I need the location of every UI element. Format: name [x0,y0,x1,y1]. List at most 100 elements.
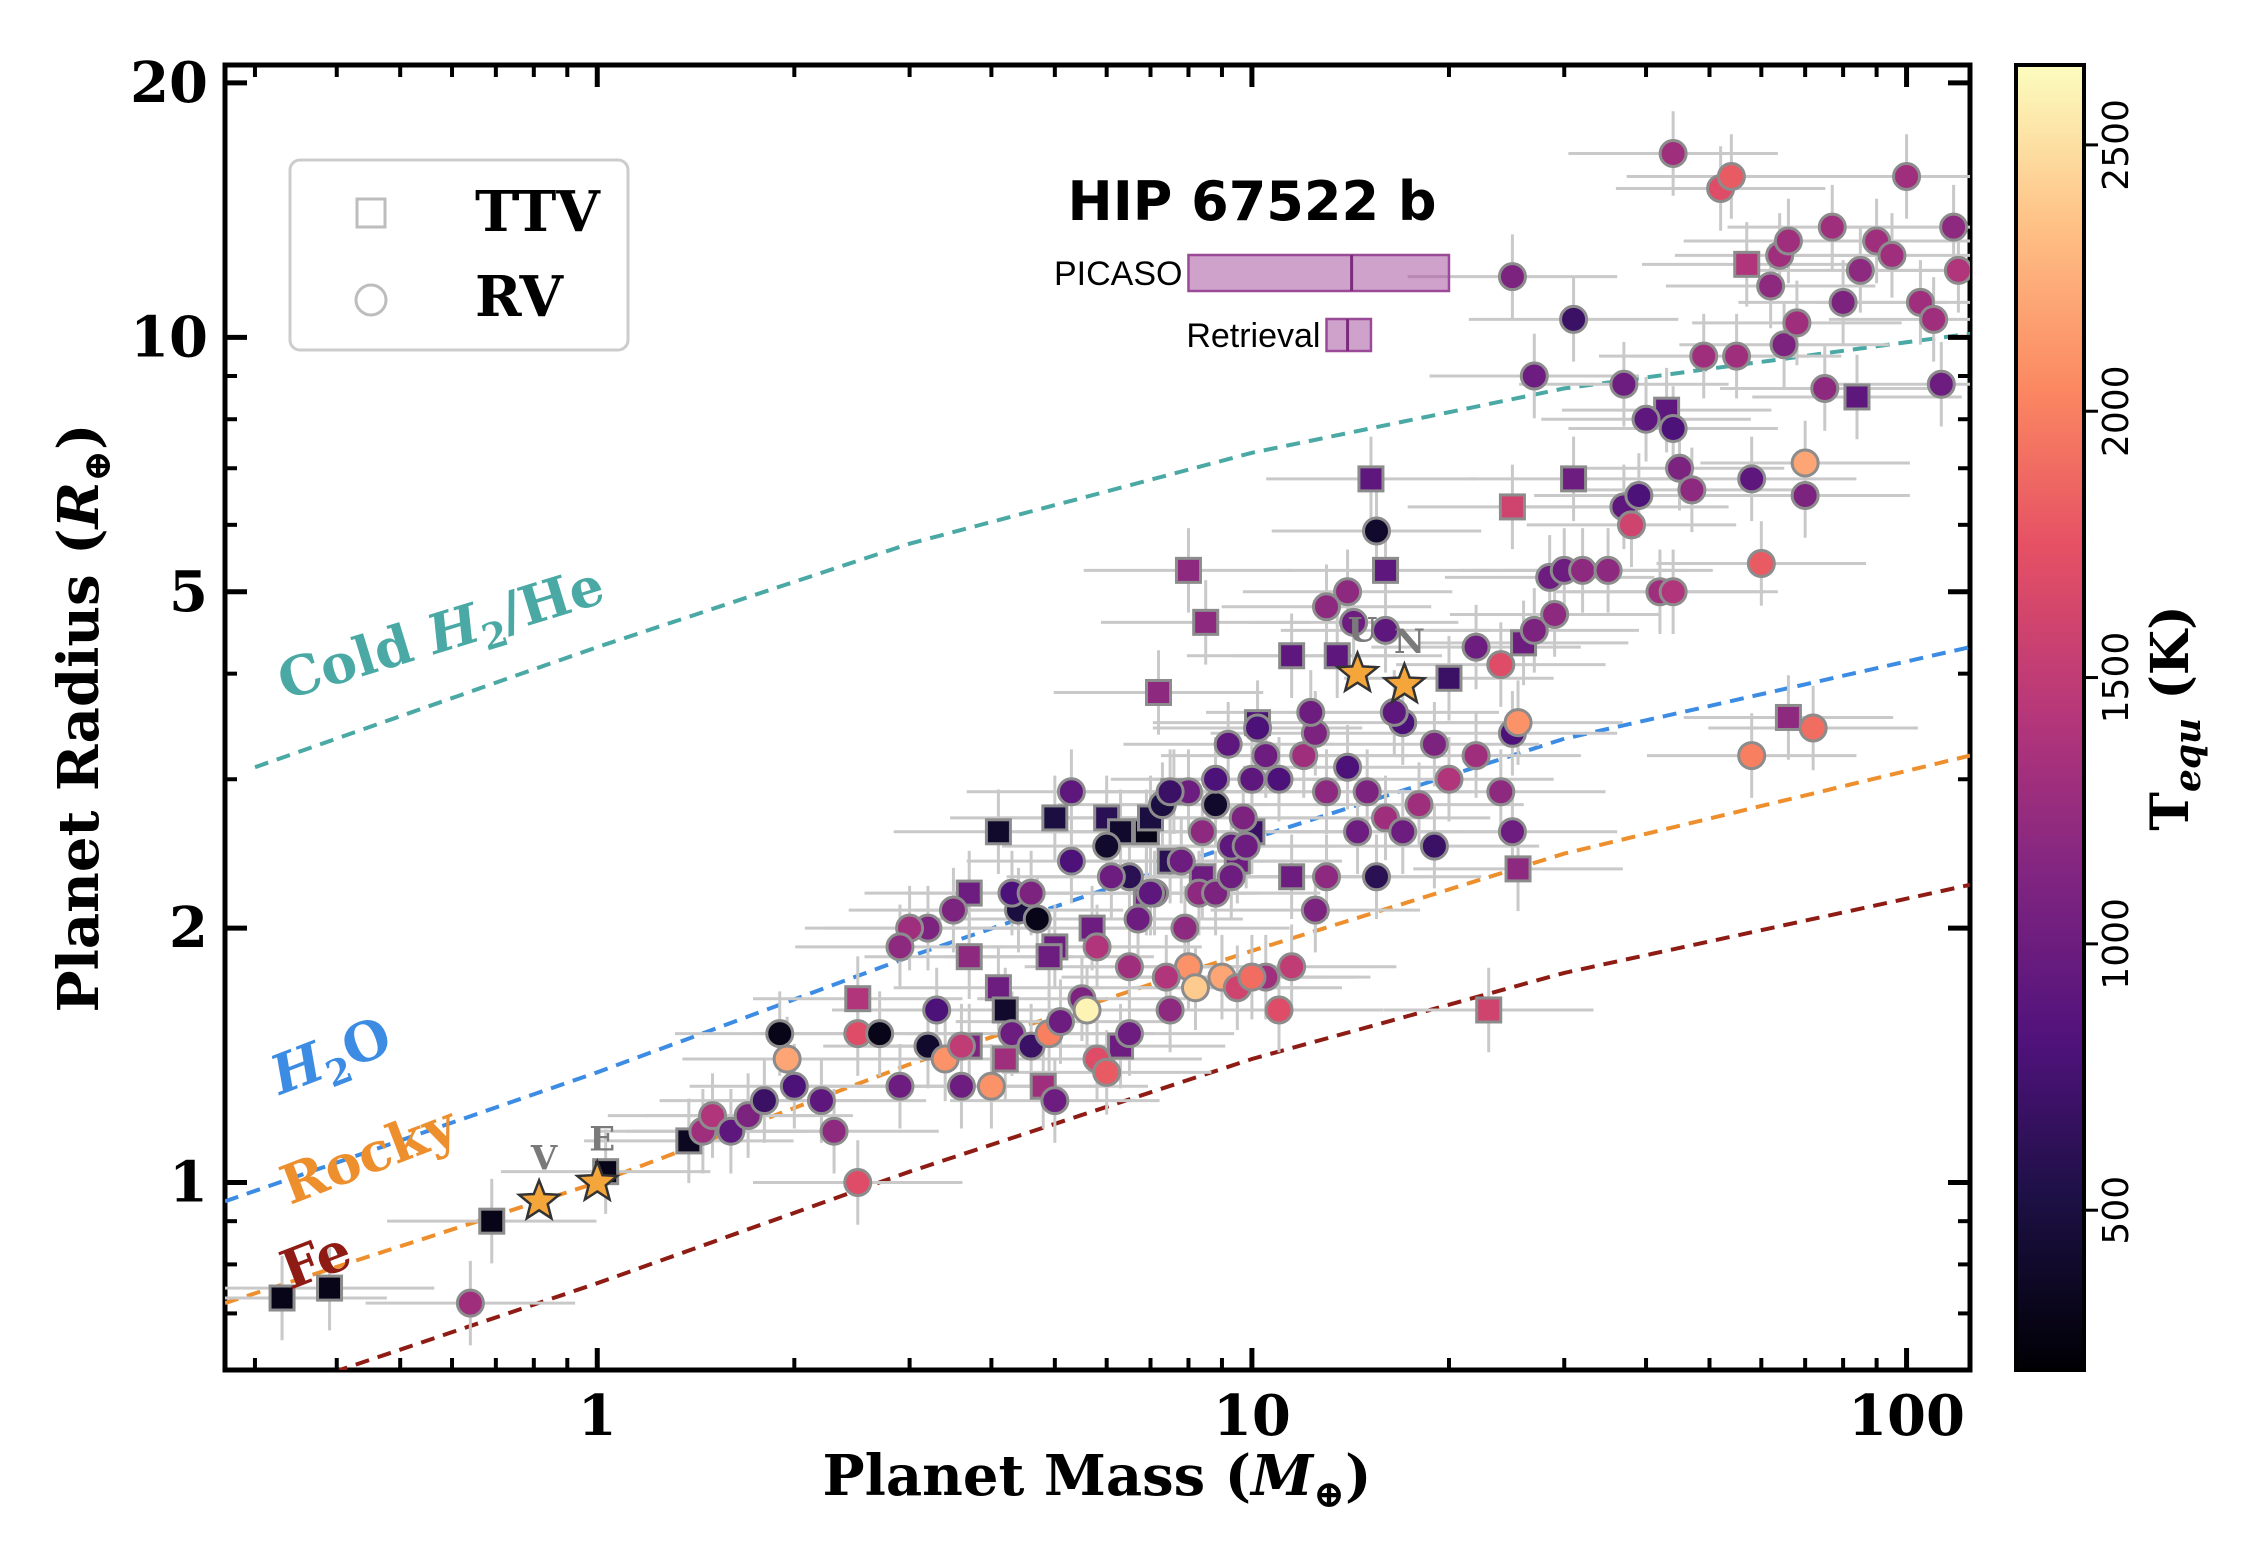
rv-point [1114,952,1144,982]
rv-point [1312,592,1342,622]
legend-rv-marker [354,283,388,317]
rv-point [1352,777,1382,807]
solar-planet-star [574,1158,621,1203]
rv-point [1790,480,1820,510]
y-tick-label: 20 [130,50,208,116]
solar-planet-label: E [589,1120,615,1160]
ttv-point [1278,642,1306,670]
y-axis-title: Planet Radius (R⊕) [46,423,119,1012]
rv-point [1790,448,1820,478]
solar-planet-label: U [1348,611,1378,651]
x-tick-label: 100 [1848,1383,1965,1449]
y-tick-label: 1 [169,1150,208,1216]
solar-planet-label: N [1394,622,1425,662]
rv-point [1264,995,1294,1025]
legend-box [288,158,630,352]
ttv-point [1192,608,1220,636]
x-axis-title: Planet Mass (M⊕) [822,1443,1371,1516]
plot-frame [222,62,1973,1373]
rv-point [1201,790,1231,820]
rv-point [1773,226,1803,256]
rv-point [1231,831,1261,861]
rv-point [1737,741,1767,771]
rv-point [819,1116,849,1146]
ttv-point [1435,664,1463,692]
rv-point [1333,752,1363,782]
rv-point [772,1044,802,1074]
ttv-point [1041,804,1069,832]
rv-point [1877,240,1907,270]
ttv-point [1145,678,1173,706]
ttv-point [1560,465,1588,493]
rv-point [1056,846,1086,876]
rv-point [1166,846,1196,876]
rv-point [885,1071,915,1101]
rv-point [1312,777,1342,807]
rv-point [1559,304,1589,334]
rv-point [1155,777,1185,807]
rv-point [976,1071,1006,1101]
axis-ticks [225,65,1970,1372]
rv-point [1892,161,1922,191]
rv-point [1092,1057,1122,1087]
y-tick-label: 5 [169,559,208,625]
curve-label: Rocky [272,1091,467,1217]
rv-point [1151,962,1181,992]
rv-point [1609,369,1639,399]
rv-point [749,1086,779,1116]
colorbar: 500 1000 1500 2000 2500 Tequ (K) [2014,63,2209,1372]
ttv-point [1035,943,1063,971]
ttv-point [1774,703,1802,731]
rv-point [865,1019,895,1049]
rv-point [806,1086,836,1116]
rv-point [455,1288,485,1318]
colorbar-tick-label: 1500 [2096,632,2137,724]
rv-point [1312,862,1342,892]
solar-planet-star [515,1176,563,1222]
rv-point [1114,1019,1144,1049]
solar-planet-star [1334,649,1381,694]
ttv-point [1843,383,1871,411]
rv-point [1213,729,1243,759]
hip-title: HIP 67522 b [1068,170,1437,233]
rv-point [1810,373,1840,403]
rv-point [1486,650,1516,680]
curve-label: H2O [260,1003,403,1115]
rv-point [1388,817,1418,847]
rv-point [1939,212,1969,242]
curve-label: Cold H2/He [270,553,614,720]
rv-point [1056,777,1086,807]
ttv-point [1372,556,1400,584]
rv-point [1040,1086,1070,1116]
ttv-point [1498,493,1526,521]
rv-point [1419,831,1449,861]
rv-point [922,995,952,1025]
rv-point [1228,803,1258,833]
rv-point [1486,777,1516,807]
rv-point [1016,878,1046,908]
axis-tick-labels: 1 10 100 1 2 5 10 20 [130,50,1965,1449]
legend: TTV RV [288,158,630,352]
rv-point [1828,287,1858,317]
rv-point [1798,713,1828,743]
rv-point [1631,404,1661,434]
solar-planet-label: V [530,1138,558,1178]
rv-point [843,1168,873,1198]
rv-point [1123,904,1153,934]
legend-ttv-label: TTV [475,179,601,245]
x-tick-label: 10 [1213,1383,1291,1449]
rv-point [1237,764,1267,794]
colorbar-title: Tequ (K) [2140,605,2209,830]
rv-point [1756,271,1786,301]
rv-point [1658,577,1688,607]
rv-point [1155,995,1185,1025]
ttv-point [1174,556,1202,584]
ttv-point [1278,863,1306,891]
rv-point [1782,308,1812,338]
rv-point [1264,764,1294,794]
rv-point [1339,607,1369,637]
rv-point [1343,817,1373,847]
